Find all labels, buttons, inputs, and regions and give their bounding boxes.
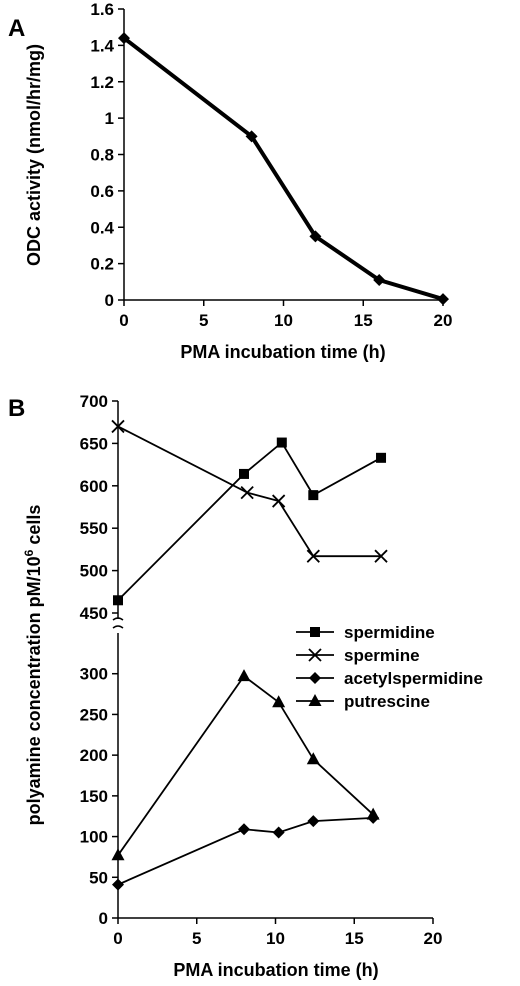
panel-b-y-tick-label: 300 bbox=[80, 665, 108, 684]
panel-b-y-label: polyamine concentration pM/106 cells bbox=[22, 505, 44, 826]
panel-b-y-tick-label: 700 bbox=[80, 392, 108, 411]
data-point-spermine bbox=[240, 485, 254, 500]
panel-b-axis-break bbox=[112, 617, 124, 629]
panel-a-data-point bbox=[118, 32, 130, 45]
panel-a-y-tick-label: 1.2 bbox=[90, 73, 114, 92]
panel-a-y-ticks: 0 0.2 0.4 0.6 0.8 1 1.2 1.4 1.6 bbox=[90, 0, 124, 310]
panel-a-data-point bbox=[437, 293, 449, 306]
legend-label-spermidine: spermidine bbox=[344, 623, 435, 642]
panel-a-y-tick-label: 1.4 bbox=[90, 36, 114, 55]
data-point-spermidine bbox=[276, 437, 287, 448]
panel-b-x-ticks: 0 5 10 15 20 bbox=[113, 918, 442, 948]
data-point-acetylspermidine bbox=[307, 815, 320, 828]
panel-a-plot bbox=[118, 32, 449, 306]
panel-a-y-tick-label: 0 bbox=[105, 291, 114, 310]
panel-b-y-tick-label: 600 bbox=[80, 477, 108, 496]
data-point-spermidine bbox=[239, 468, 249, 479]
data-point-spermidine bbox=[113, 595, 123, 606]
legend-marker-spermidine bbox=[310, 627, 320, 637]
panel-b-y-tick-label: 200 bbox=[80, 746, 108, 765]
panel-b-y-tick-label: 250 bbox=[80, 705, 108, 724]
data-point-putrescine bbox=[366, 807, 380, 820]
panel-b-x-tick-label: 5 bbox=[192, 929, 201, 948]
panel-b-x-tick-label: 15 bbox=[345, 929, 364, 948]
panel-b-label: B bbox=[8, 395, 25, 422]
data-point-acetylspermidine bbox=[272, 826, 285, 839]
panel-a-y-tick-label: 0.8 bbox=[90, 146, 114, 165]
panel-a-data-point bbox=[309, 230, 322, 243]
panel-a-y-tick-label: 0.4 bbox=[90, 218, 114, 237]
legend-label-spermine: spermine bbox=[344, 646, 420, 665]
data-point-spermine bbox=[374, 549, 388, 563]
legend-label-acetylspermidine: acetylspermidine bbox=[344, 669, 483, 688]
panel-a-label: A bbox=[8, 15, 25, 42]
panel-a-y-tick-label: 0.2 bbox=[90, 255, 114, 274]
series-line-spermidine bbox=[117, 441, 382, 601]
data-point-putrescine bbox=[237, 669, 251, 682]
data-point-acetylspermidine bbox=[238, 823, 250, 836]
panel-a-y-label: ODC activity (nmol/hr/mg) bbox=[24, 44, 44, 266]
panel-a-data-point bbox=[245, 130, 258, 143]
legend-marker-acetylspermidine bbox=[309, 672, 321, 684]
panel-a-y-tick-label: 1.6 bbox=[90, 0, 114, 19]
panel-b-x-tick-label: 20 bbox=[424, 929, 443, 948]
data-point-putrescine bbox=[306, 752, 320, 765]
panel-a-x-tick-label: 0 bbox=[119, 311, 128, 330]
panel-b-y-tick-label: 100 bbox=[80, 828, 108, 847]
legend-label-putrescine: putrescine bbox=[344, 692, 430, 711]
panel-b-y-tick-label: 550 bbox=[80, 519, 108, 538]
data-point-putrescine bbox=[272, 695, 286, 708]
legend-marker-putrescine bbox=[308, 694, 322, 706]
panel-a-data-point bbox=[373, 273, 386, 286]
data-point-spermine bbox=[272, 494, 286, 508]
panel-a-x-tick-label: 10 bbox=[274, 311, 293, 330]
panel-b-plot bbox=[111, 419, 388, 891]
data-point-spermine bbox=[111, 419, 125, 434]
data-point-spermidine bbox=[308, 490, 319, 501]
data-point-spermine bbox=[306, 549, 320, 563]
panel-b-y-tick-label: 650 bbox=[80, 434, 108, 453]
panel-a-y-tick-label: 1 bbox=[105, 109, 114, 128]
legend-marker-spermine bbox=[308, 648, 322, 662]
panel-b-y-tick-label: 0 bbox=[99, 909, 108, 928]
panel-b-legend: spermidine spermine acetylspermidine putres… bbox=[296, 623, 483, 711]
data-point-spermidine bbox=[376, 452, 387, 463]
panel-b-y-tick-label: 150 bbox=[80, 787, 108, 806]
panel-b-x-label: PMA incubation time (h) bbox=[173, 960, 378, 980]
panel-a-y-tick-label: 0.6 bbox=[90, 182, 114, 201]
panel-b-y-tick-label: 50 bbox=[89, 868, 108, 887]
data-point-putrescine bbox=[111, 848, 125, 861]
panel-a-x-ticks: 0 5 10 15 20 bbox=[119, 300, 452, 330]
panel-a: A 0 0.2 0.4 0.6 0.8 1 1.2 1.4 1.6 0 5 10 15 20 PMA i… bbox=[8, 0, 452, 362]
panel-b-x-tick-label: 10 bbox=[266, 929, 285, 948]
data-point-acetylspermidine bbox=[112, 878, 124, 891]
panel-b-x-tick-label: 0 bbox=[113, 929, 122, 948]
panel-b-y-tick-label: 450 bbox=[80, 604, 108, 623]
panel-a-x-tick-label: 15 bbox=[354, 311, 373, 330]
panel-a-series-line bbox=[122, 36, 444, 302]
panel-a-x-tick-label: 5 bbox=[199, 311, 208, 330]
panel-b-y-ticks: 0 50 100 150 200 250 300 450 500 550 600 650 700 bbox=[80, 392, 118, 928]
panel-a-x-tick-label: 20 bbox=[434, 311, 453, 330]
panel-a-x-label: PMA incubation time (h) bbox=[180, 342, 385, 362]
panel-b-y-tick-label: 500 bbox=[80, 562, 108, 581]
